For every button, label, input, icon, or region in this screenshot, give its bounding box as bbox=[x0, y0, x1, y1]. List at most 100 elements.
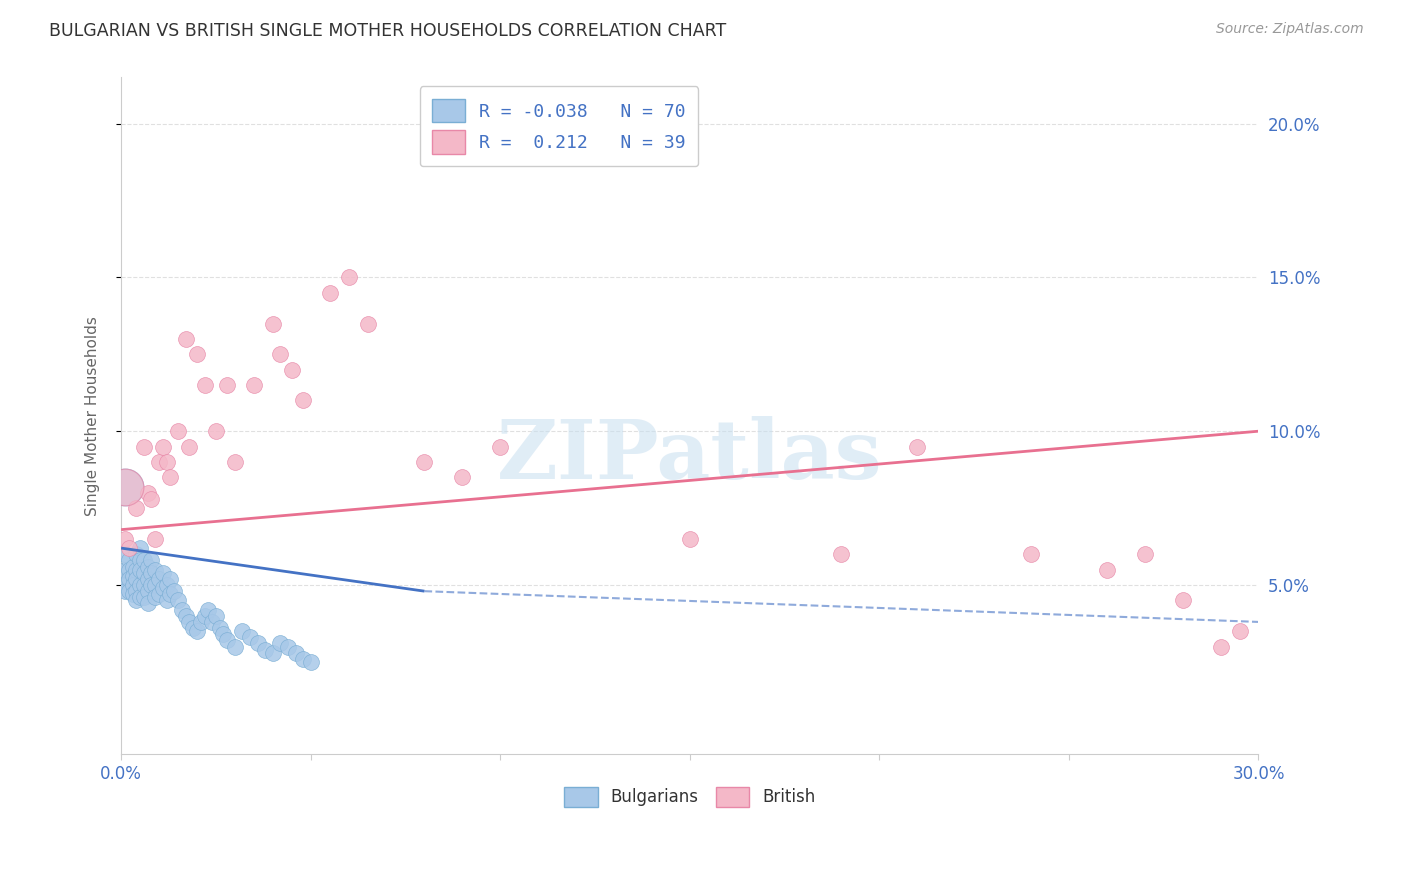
Point bbox=[1133, 547, 1156, 561]
Point bbox=[121, 559, 143, 574]
Point bbox=[129, 553, 152, 567]
Point bbox=[489, 440, 512, 454]
Point bbox=[193, 378, 215, 392]
Point bbox=[679, 532, 702, 546]
Point bbox=[114, 479, 136, 493]
Point bbox=[337, 270, 360, 285]
Point bbox=[1171, 593, 1194, 607]
Point bbox=[284, 646, 307, 660]
Point bbox=[413, 455, 436, 469]
Legend: Bulgarians, British: Bulgarians, British bbox=[558, 780, 823, 814]
Point bbox=[181, 621, 204, 635]
Point bbox=[159, 572, 181, 586]
Point bbox=[167, 593, 190, 607]
Point bbox=[299, 655, 322, 669]
Point bbox=[125, 584, 148, 599]
Point bbox=[148, 455, 170, 469]
Point bbox=[136, 559, 159, 574]
Point bbox=[125, 563, 148, 577]
Point bbox=[277, 640, 299, 654]
Point bbox=[451, 470, 474, 484]
Point bbox=[905, 440, 928, 454]
Point bbox=[141, 578, 163, 592]
Point bbox=[262, 646, 284, 660]
Point bbox=[152, 440, 174, 454]
Point bbox=[156, 593, 179, 607]
Point bbox=[132, 591, 155, 605]
Point bbox=[231, 624, 253, 639]
Y-axis label: Single Mother Households: Single Mother Households bbox=[86, 316, 100, 516]
Point bbox=[186, 347, 208, 361]
Point bbox=[141, 553, 163, 567]
Point bbox=[148, 572, 170, 586]
Point bbox=[132, 440, 155, 454]
Point bbox=[163, 584, 186, 599]
Point bbox=[254, 642, 277, 657]
Point bbox=[136, 485, 159, 500]
Point bbox=[197, 602, 219, 616]
Point bbox=[224, 455, 246, 469]
Point bbox=[132, 553, 155, 567]
Point bbox=[125, 501, 148, 516]
Point bbox=[132, 578, 155, 592]
Point bbox=[190, 615, 212, 629]
Point bbox=[174, 608, 197, 623]
Point bbox=[136, 572, 159, 586]
Point bbox=[156, 578, 179, 592]
Point bbox=[114, 532, 136, 546]
Point bbox=[118, 563, 141, 577]
Point bbox=[156, 455, 179, 469]
Point bbox=[1229, 624, 1251, 639]
Point bbox=[186, 624, 208, 639]
Text: BULGARIAN VS BRITISH SINGLE MOTHER HOUSEHOLDS CORRELATION CHART: BULGARIAN VS BRITISH SINGLE MOTHER HOUSE… bbox=[49, 22, 727, 40]
Point bbox=[205, 608, 228, 623]
Point bbox=[212, 627, 235, 641]
Point bbox=[269, 347, 291, 361]
Point bbox=[292, 652, 315, 666]
Point bbox=[246, 636, 269, 650]
Point bbox=[239, 630, 262, 644]
Point bbox=[143, 563, 166, 577]
Point bbox=[159, 470, 181, 484]
Point bbox=[205, 424, 228, 438]
Point bbox=[167, 424, 190, 438]
Point bbox=[121, 578, 143, 592]
Point bbox=[356, 317, 378, 331]
Point bbox=[179, 615, 201, 629]
Point bbox=[152, 581, 174, 595]
Point bbox=[136, 597, 159, 611]
Point bbox=[118, 584, 141, 599]
Point bbox=[1209, 640, 1232, 654]
Point bbox=[262, 317, 284, 331]
Point bbox=[1019, 547, 1042, 561]
Point bbox=[208, 621, 231, 635]
Point bbox=[1095, 563, 1118, 577]
Point bbox=[217, 633, 239, 648]
Point bbox=[129, 541, 152, 555]
Point bbox=[118, 553, 141, 567]
Point bbox=[118, 572, 141, 586]
Point bbox=[179, 440, 201, 454]
Point bbox=[132, 566, 155, 580]
Point bbox=[217, 378, 239, 392]
Point bbox=[224, 640, 246, 654]
Point bbox=[141, 566, 163, 580]
Point bbox=[318, 285, 340, 300]
Point bbox=[159, 587, 181, 601]
Point bbox=[830, 547, 852, 561]
Point bbox=[170, 602, 193, 616]
Point bbox=[114, 479, 136, 493]
Point bbox=[143, 578, 166, 592]
Point bbox=[243, 378, 266, 392]
Point bbox=[121, 569, 143, 583]
Point bbox=[118, 541, 141, 555]
Point bbox=[152, 566, 174, 580]
Point bbox=[269, 636, 291, 650]
Point bbox=[143, 532, 166, 546]
Point bbox=[136, 584, 159, 599]
Text: ZIPatlas: ZIPatlas bbox=[498, 417, 883, 497]
Point bbox=[143, 591, 166, 605]
Point bbox=[129, 563, 152, 577]
Point bbox=[114, 584, 136, 599]
Point bbox=[114, 547, 136, 561]
